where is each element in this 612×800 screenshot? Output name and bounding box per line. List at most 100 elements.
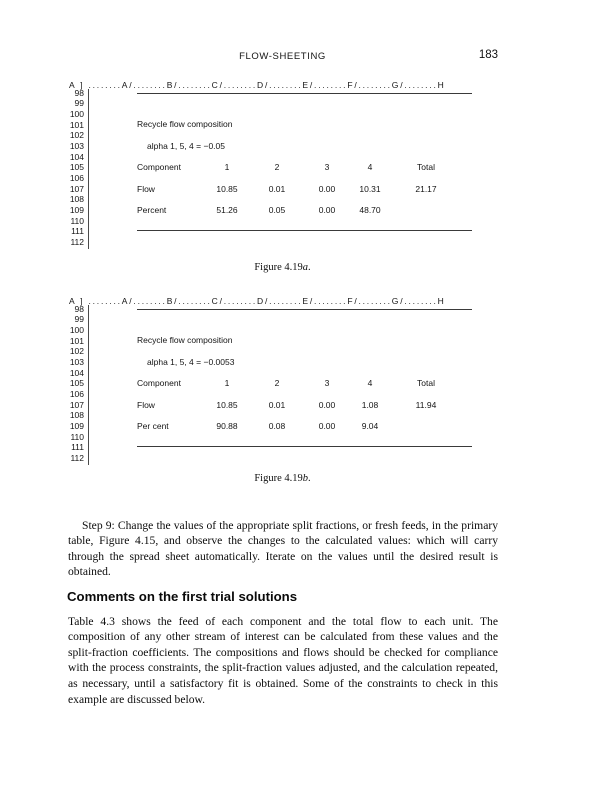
sheet-row-number: 102 [69, 130, 84, 141]
spreadsheet-figure-a: A ] ........A/........B/........C/......… [0, 80, 612, 252]
column-label: Total [417, 378, 435, 388]
running-head: FLOW-SHEETING [239, 51, 326, 62]
sheet-row-number: 103 [69, 140, 84, 151]
caption-period: . [308, 473, 311, 484]
sheet-vertical-rule [88, 305, 89, 465]
sheet-alpha-line: alpha 1, 5, 4 = −0.05 [147, 140, 225, 151]
table-row-percent: Percent 51.26 0.05 0.00 48.70 [137, 205, 482, 216]
sheet-vertical-rule [88, 89, 89, 249]
sheet-alpha-line: alpha 1, 5, 4 = −0.0053 [147, 356, 235, 367]
cell-value: 90.88 [216, 421, 238, 431]
sheet-column-header: A ] ........A/........B/........C/......… [69, 296, 446, 306]
sheet-row-number: 109 [69, 205, 84, 216]
cell-value: 48.70 [359, 205, 381, 215]
column-label: Component [137, 378, 181, 388]
cell-value: 11.94 [415, 399, 437, 410]
sheet-row-number: 106 [69, 389, 84, 399]
sheet-row-number: 105 [69, 162, 84, 173]
column-label: 3 [324, 378, 330, 388]
caption-text: Figure 4.19 [254, 473, 303, 484]
sheet-row-number: 106 [69, 173, 84, 183]
cell-value: 0.00 [318, 421, 336, 431]
sheet-row-number: 100 [69, 324, 84, 335]
caption-letter: b [302, 473, 309, 484]
caption-period: . [308, 262, 311, 273]
sheet-row-number: 100 [69, 108, 84, 119]
sheet-row-number: 108 [69, 194, 84, 205]
sheet-row-numbers: 98 99 100 101 102 103 104 105 106 107 108 109 110 111… [56, 304, 84, 464]
sheet-bottom-rule [137, 230, 472, 231]
column-label: 1 [224, 162, 230, 172]
sheet-row-number: 98 [74, 87, 84, 98]
cell-value: 0.00 [318, 183, 336, 194]
sheet-row-number: 101 [69, 119, 84, 130]
caption-text: Figure 4.19 [254, 262, 303, 273]
sheet-row-number: 98 [74, 303, 84, 314]
sheet-row-number: 107 [69, 183, 84, 194]
cell-value: 0.05 [268, 205, 286, 215]
section-heading: Comments on the first trial solutions [67, 588, 298, 604]
figure-caption-b: Figure 4.19b. [68, 473, 497, 484]
sheet-row-number: 101 [69, 335, 84, 346]
table-header-row: Component 1 2 3 4 Total [137, 378, 482, 389]
sheet-row-number: 110 [70, 431, 84, 442]
row-label: Percent [137, 205, 167, 215]
sheet-row-number: 112 [70, 237, 84, 248]
sheet-row-number: 104 [69, 151, 84, 162]
table-row-flow: Flow 10.85 0.01 0.00 1.08 11.94 [137, 400, 482, 411]
column-label: 3 [324, 162, 330, 172]
row-label: Flow [137, 399, 155, 410]
sheet-row-number: 111 [71, 226, 84, 237]
column-label: Component [137, 162, 181, 172]
sheet-row-number: 108 [69, 410, 84, 421]
table-row-flow: Flow 10.85 0.01 0.00 10.31 21.17 [137, 184, 482, 195]
cell-value: 0.01 [268, 183, 286, 194]
sheet-row-number: 99 [74, 98, 84, 109]
cell-value: 51.26 [216, 205, 238, 215]
sheet-row-number: 99 [74, 314, 84, 325]
sheet-row-number: 109 [69, 421, 84, 432]
row-label: Flow [137, 183, 155, 194]
sheet-title: Recycle flow composition [137, 119, 233, 129]
sheet-row-number: 107 [69, 399, 84, 410]
cell-value: 9.04 [361, 421, 379, 431]
sheet-top-rule [137, 93, 472, 94]
row-label: Per cent [137, 421, 169, 431]
sheet-row-number: 111 [71, 442, 84, 453]
sheet-row-number: 104 [69, 367, 84, 378]
cell-value: 10.85 [216, 399, 238, 410]
cell-value: 10.85 [216, 183, 238, 194]
sheet-row-number: 103 [69, 356, 84, 367]
cell-value: 0.00 [318, 205, 336, 215]
cell-value: 21.17 [415, 183, 437, 194]
sheet-row-number: 112 [70, 453, 84, 464]
figure-caption-a: Figure 4.19a. [68, 262, 497, 273]
column-label: 4 [367, 162, 373, 172]
cell-value: 10.31 [359, 183, 381, 194]
spreadsheet-figure-b: A ] ........A/........B/........C/......… [0, 296, 612, 468]
caption-letter: a [302, 262, 309, 273]
sheet-row-number: 105 [69, 378, 84, 389]
column-label: Total [417, 162, 435, 172]
column-label: 2 [274, 378, 280, 388]
column-label: 1 [224, 378, 230, 388]
sheet-row-numbers: 98 99 100 101 102 103 104 105 106 107 108 109 110 111… [56, 88, 84, 248]
cell-value: 1.08 [361, 399, 379, 410]
page-number: 183 [478, 49, 498, 61]
cell-value: 0.00 [318, 399, 336, 410]
table-row-percent: Per cent 90.88 0.08 0.00 9.04 [137, 421, 482, 432]
cell-value: 0.01 [268, 399, 286, 410]
column-label: 2 [274, 162, 280, 172]
step9-paragraph: Step 9: Change the values of the appropr… [68, 518, 498, 579]
sheet-bottom-rule [137, 446, 472, 447]
sheet-title: Recycle flow composition [137, 335, 233, 345]
column-label: 4 [367, 378, 373, 388]
sheet-row-number: 102 [69, 346, 84, 357]
table-header-row: Component 1 2 3 4 Total [137, 162, 482, 173]
comments-paragraph: Table 4.3 shows the feed of each compone… [68, 614, 498, 706]
sheet-column-header: A ] ........A/........B/........C/......… [69, 80, 446, 90]
cell-value: 0.08 [268, 421, 286, 431]
sheet-top-rule [137, 309, 472, 310]
sheet-row-number: 110 [70, 215, 84, 226]
